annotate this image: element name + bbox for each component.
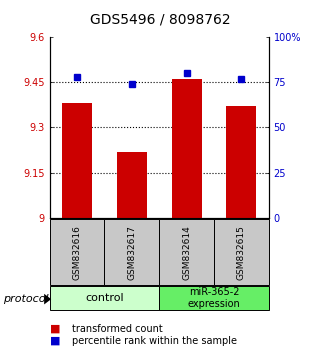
- Text: GDS5496 / 8098762: GDS5496 / 8098762: [90, 12, 230, 27]
- Text: GSM832616: GSM832616: [73, 225, 82, 280]
- Text: protocol: protocol: [3, 294, 49, 304]
- Text: GSM832614: GSM832614: [182, 225, 191, 280]
- Text: GSM832617: GSM832617: [127, 225, 136, 280]
- Text: transformed count: transformed count: [72, 324, 163, 333]
- Text: ■: ■: [50, 336, 60, 346]
- Text: control: control: [85, 293, 124, 303]
- Bar: [50, 286, 159, 310]
- Text: ■: ■: [50, 324, 60, 333]
- Text: percentile rank within the sample: percentile rank within the sample: [72, 336, 237, 346]
- Text: miR-365-2
expression: miR-365-2 expression: [188, 287, 240, 309]
- Bar: [50, 219, 104, 285]
- Bar: [214, 219, 269, 285]
- Bar: [159, 286, 269, 310]
- Bar: [159, 219, 214, 285]
- Text: GSM832615: GSM832615: [237, 225, 246, 280]
- Bar: [172, 79, 202, 218]
- Bar: [104, 219, 159, 285]
- Bar: [226, 107, 256, 218]
- Bar: [62, 103, 92, 218]
- Bar: [117, 152, 147, 218]
